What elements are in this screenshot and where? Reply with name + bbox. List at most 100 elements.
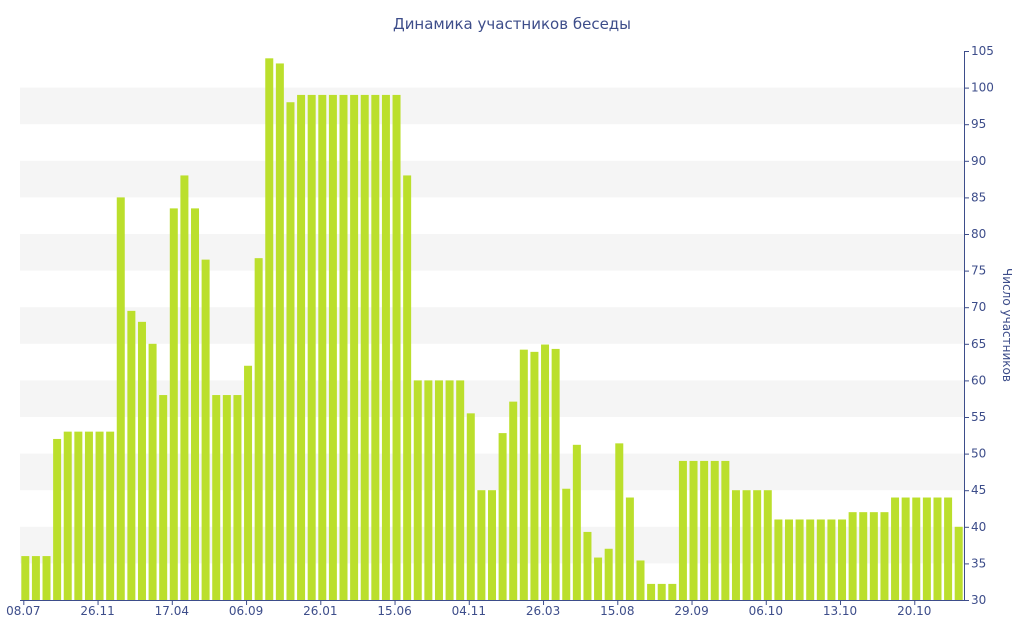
bar [381,94,390,601]
bar [647,583,656,600]
bar [265,58,274,600]
y-tick-label: 100 [971,81,994,95]
bar [95,431,104,600]
bar [700,460,709,600]
bar [307,94,316,601]
bar [159,395,168,600]
y-tick-label: 70 [971,300,986,314]
bar [816,519,825,600]
bar [413,380,422,600]
y-axis-label: Число участников [1000,268,1014,382]
bar [753,490,762,600]
bar [254,258,263,600]
y-tick-label: 45 [971,483,986,497]
x-tick-label: 13.10 [823,604,857,618]
y-tick-label: 75 [971,264,986,278]
bar [901,497,910,600]
bar [891,497,900,600]
x-tick-label: 26.01 [303,604,337,618]
bar [360,94,369,601]
y-tick-label: 95 [971,117,986,131]
y-tick-label: 40 [971,520,986,534]
x-tick-label: 08.07 [6,604,40,618]
x-tick-label: 29.09 [674,604,708,618]
x-tick-label: 06.09 [229,604,263,618]
bar [275,63,284,601]
bar [636,560,645,600]
y-tick-label: 80 [971,227,986,241]
bar [806,519,815,600]
bar [169,208,178,600]
x-tick-label: 26.03 [526,604,560,618]
bar [933,497,942,600]
bar [31,556,40,600]
bar [488,490,496,600]
bar [53,438,62,600]
bar [222,395,231,600]
x-tick-label: 17.04 [155,604,189,618]
bar [541,344,550,600]
x-tick-label: 04.11 [452,604,486,618]
y-tick-label: 50 [971,447,986,461]
bar [180,175,189,600]
bar [127,310,136,600]
bar [466,413,475,600]
bar [74,431,83,600]
y-tick-label: 55 [971,410,986,424]
bar [403,175,412,600]
x-tick-label: 06.10 [749,604,783,618]
bar [922,497,931,600]
bar [763,490,772,600]
y-tick-label: 105 [971,44,994,58]
bar [572,444,581,600]
bar [137,321,146,600]
y-tick-label: 90 [971,154,986,168]
grid-band [20,307,964,344]
bar [328,94,337,601]
bar [116,197,125,600]
bar [731,490,740,600]
bar [477,490,486,600]
bar [678,460,687,600]
bar [721,460,730,600]
bar [498,433,507,600]
bar [84,431,93,600]
chart-title: Динамика участников беседы [393,15,631,33]
y-tick-label: 60 [971,373,986,387]
bar [795,519,804,600]
grid-band [20,87,964,125]
bar [392,94,401,601]
bar [191,208,200,600]
bar [21,556,30,600]
bar [318,94,327,601]
x-tick-label: 15.06 [377,604,411,618]
bar [212,395,221,600]
y-tick-label: 35 [971,556,986,570]
bar [625,497,634,600]
bar [371,94,380,601]
x-tick-label: 20.10 [897,604,931,618]
bar [838,519,847,600]
bar [201,259,210,600]
bar [710,460,719,600]
bar [583,531,592,600]
grid-band [20,234,964,271]
y-tick-label: 65 [971,337,986,351]
bar [286,102,295,601]
bar [562,488,571,600]
grid-band [20,160,964,198]
bar [509,401,518,600]
bar [233,395,242,600]
y-tick-label: 30 [971,593,986,607]
bar [42,556,51,600]
bar [827,519,836,600]
bar [859,512,868,600]
bar [912,497,921,600]
bar [297,94,306,601]
bar [880,512,889,600]
bar [519,349,528,600]
bar [594,557,603,600]
y-tick-label: 85 [971,190,986,204]
